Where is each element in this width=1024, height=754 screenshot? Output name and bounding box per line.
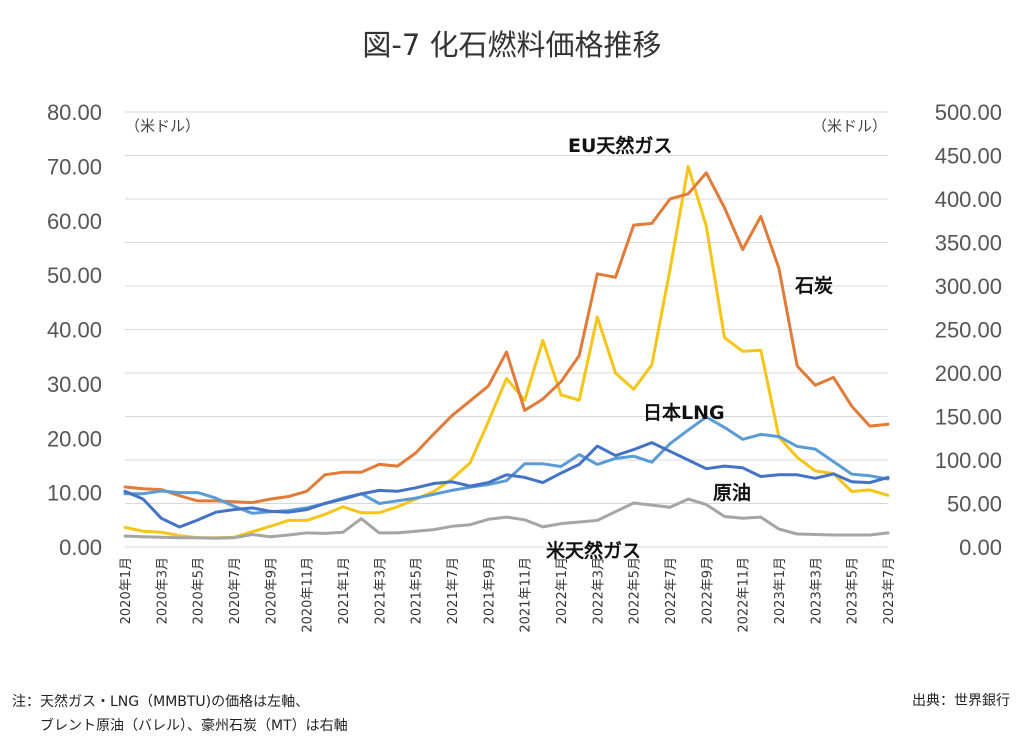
left-tick-label: 50.00	[47, 263, 102, 288]
left-tick-label: 70.00	[47, 154, 102, 179]
label-japan-lng: 日本LNG	[643, 401, 725, 424]
left-tick-label: 60.00	[47, 209, 102, 234]
x-tick-label: 2021年5月	[410, 557, 425, 624]
right-tick-label: 150.00	[935, 405, 1002, 430]
right-tick-label: 350.00	[935, 231, 1002, 256]
series-lines	[123, 164, 890, 540]
x-tick-label: 2020年1月	[119, 557, 134, 624]
x-tick-label: 2021年9月	[482, 557, 497, 624]
gridlines	[125, 111, 888, 548]
x-tick-label: 2022年11月	[737, 557, 752, 633]
x-tick-label: 2020年11月	[301, 557, 316, 633]
x-tick-label: 2023年7月	[882, 557, 897, 624]
series-line-1	[123, 171, 890, 505]
left-tick-label: 0.00	[59, 535, 102, 560]
right-tick-label: 450.00	[935, 144, 1002, 169]
x-tick-label: 2020年7月	[228, 557, 243, 624]
left-tick-label: 40.00	[47, 318, 102, 343]
x-tick-label: 2023年5月	[846, 557, 861, 624]
right-tick-label: 250.00	[935, 318, 1002, 343]
right-tick-label: 200.00	[935, 361, 1002, 386]
label-eu-gas: EU天然ガス	[568, 134, 672, 157]
x-tick-label: 2021年3月	[373, 557, 388, 624]
left-axis-unit: （米ドル）	[125, 117, 200, 135]
x-tick-label: 2022年1月	[555, 557, 570, 624]
left-axis-ticks: 0.00 10.00 20.00 30.00 40.00 50.00 60.00 70.00 8…	[47, 100, 102, 560]
x-tick-label: 2022年7月	[664, 557, 679, 624]
right-axis-ticks: 0.00 50.00 100.00 150.00 200.00 250.00 300.00 3…	[935, 100, 1002, 560]
series-line-4	[123, 497, 890, 540]
x-tick-label: 2020年3月	[155, 557, 170, 624]
series-line-0	[123, 164, 890, 540]
x-tick-label: 2023年1月	[773, 557, 788, 624]
x-tick-label: 2021年7月	[446, 557, 461, 624]
source-credit: 出典：世界銀行	[912, 693, 1010, 709]
label-coal: 石炭	[794, 275, 833, 297]
right-tick-label: 50.00	[947, 492, 1002, 517]
left-tick-label: 30.00	[47, 372, 102, 397]
chart-title: 図-7 化石燃料価格推移	[362, 28, 662, 62]
label-us-gas: 米天然ガス	[546, 539, 641, 562]
series-line-3	[123, 441, 890, 529]
x-tick-label: 2022年5月	[628, 557, 643, 624]
right-axis-unit: （米ドル）	[812, 117, 887, 135]
x-tick-label: 2020年5月	[192, 557, 207, 624]
x-tick-label: 2020年9月	[264, 557, 279, 624]
x-tick-label: 2022年3月	[591, 557, 606, 624]
right-tick-label: 500.00	[935, 100, 1002, 125]
left-tick-label: 20.00	[47, 426, 102, 451]
series-line-2	[123, 415, 890, 515]
note-line-2: ブレント原油（バレル）、豪州石炭（MT）は右軸	[12, 718, 348, 734]
right-tick-label: 0.00	[959, 535, 1002, 560]
right-tick-label: 100.00	[935, 448, 1002, 473]
x-tick-label: 2023年3月	[809, 557, 824, 624]
left-tick-label: 80.00	[47, 100, 102, 125]
x-axis-ticks: 2020年1月 2020年3月 2020年5月 2020年7月 2020年9月 2020年…	[119, 557, 897, 633]
label-crude: 原油	[713, 482, 751, 504]
note-line-1: 注：天然ガス・LNG（MMBTU)の価格は左軸、	[12, 694, 310, 710]
x-tick-label: 2021年11月	[519, 557, 534, 633]
right-tick-label: 300.00	[935, 274, 1002, 299]
left-tick-label: 10.00	[47, 481, 102, 506]
x-tick-label: 2022年9月	[700, 557, 715, 624]
right-tick-label: 400.00	[935, 187, 1002, 212]
x-tick-label: 2021年1月	[337, 557, 352, 624]
